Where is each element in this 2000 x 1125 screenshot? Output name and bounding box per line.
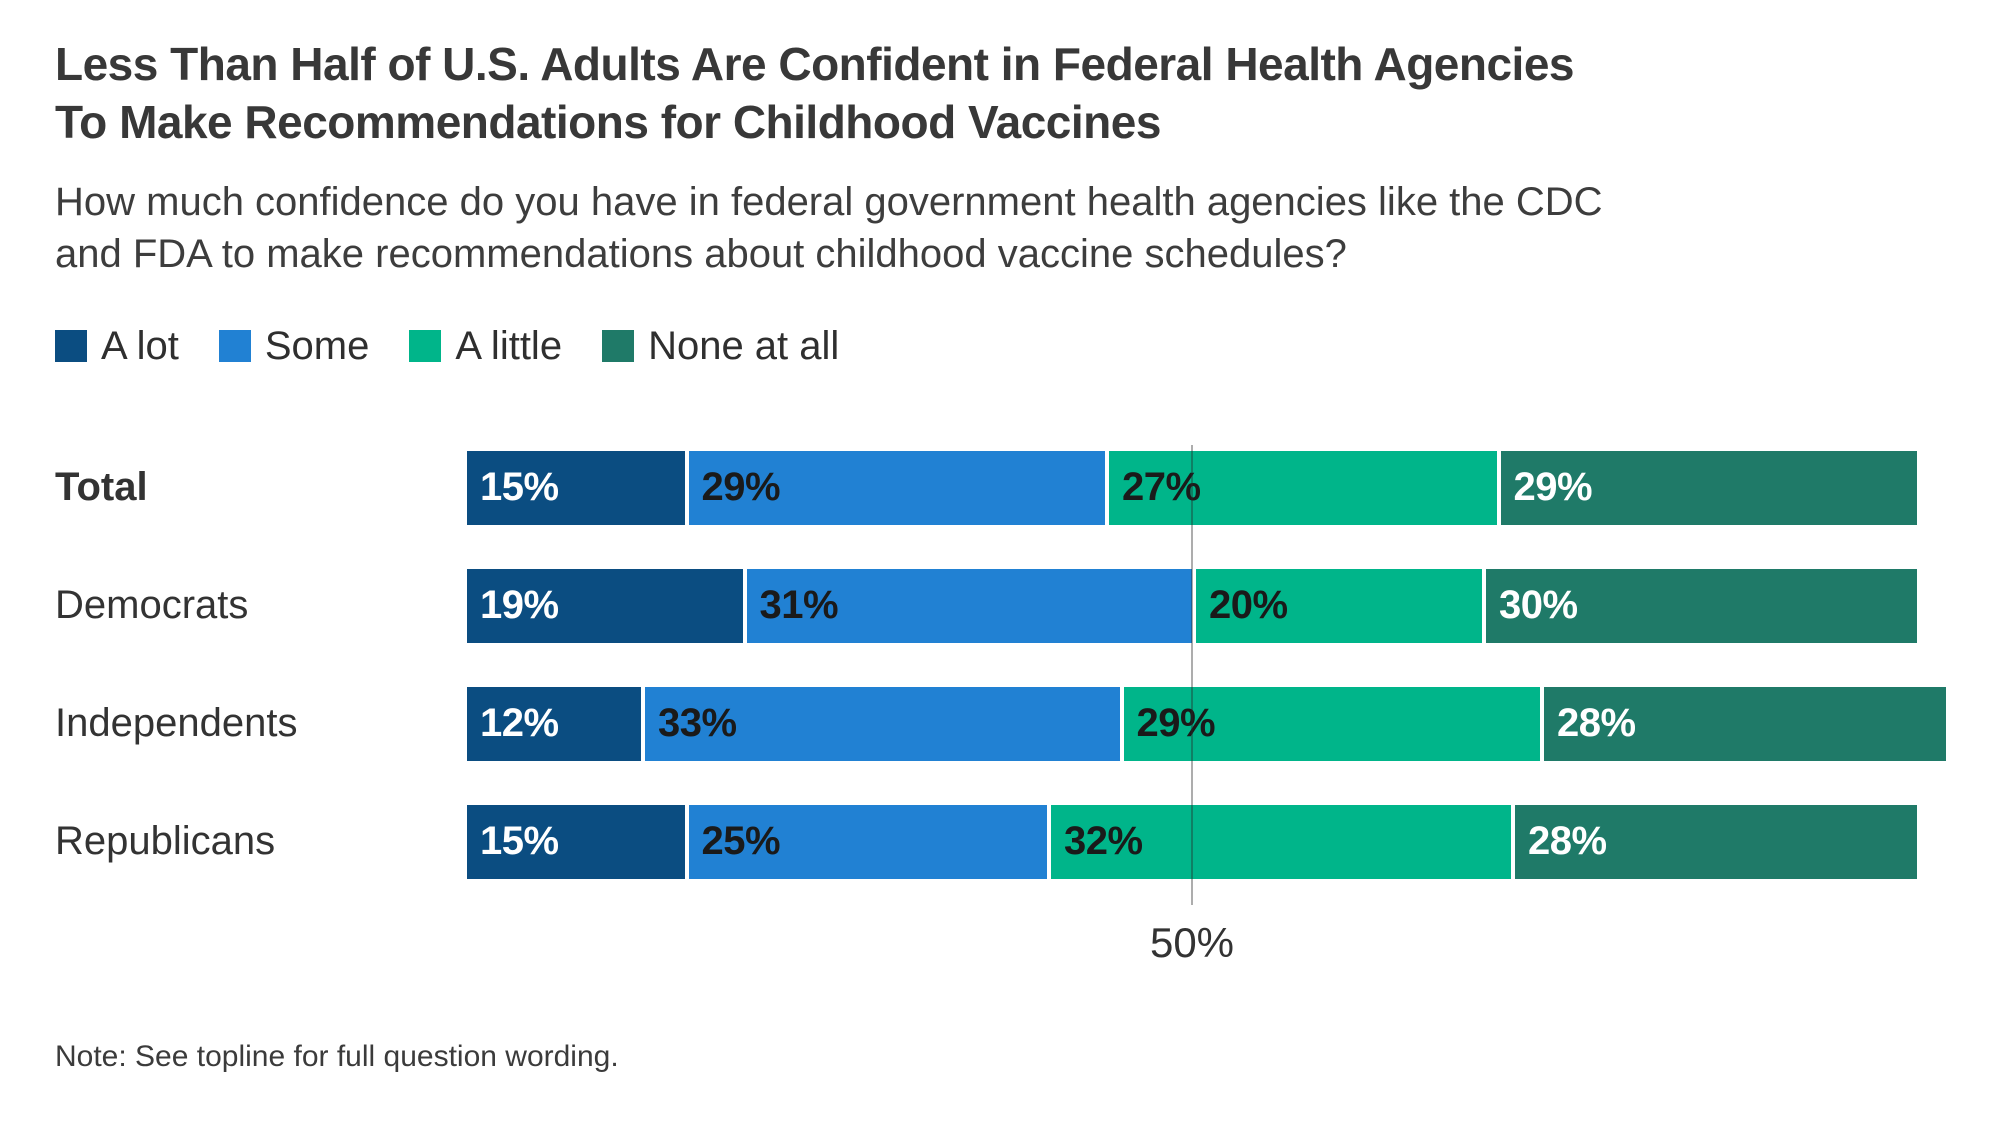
bar-value-label: 28% — [1528, 819, 1607, 864]
legend: A lot Some A little None at all — [55, 324, 1945, 369]
legend-item-a-lot: A lot — [55, 324, 179, 369]
chart-row-democrats: Democrats 19% 31% 20% 30% — [55, 568, 1945, 643]
bar-segment-a-lot: 15% — [467, 804, 685, 879]
legend-label-some: Some — [264, 323, 370, 368]
footnote: Note: See topline for full question word… — [55, 1040, 619, 1073]
legend-label-a-lot: A lot — [101, 323, 179, 368]
legend-label-a-little: A little — [455, 323, 563, 368]
row-bars-democrats: 19% 31% 20% 30% — [467, 568, 1917, 643]
legend-label-none-at-all: None at all — [648, 323, 840, 368]
bar-value-label: 32% — [1064, 819, 1143, 864]
legend-item-some: Some — [218, 323, 370, 369]
bar-value-label: 29% — [1513, 465, 1593, 510]
bar-segment-a-little: 32% — [1047, 804, 1511, 879]
bar-value-label: 29% — [1136, 701, 1216, 746]
chart-row-independents: Independents 12% 33% 29% 28% — [55, 686, 1946, 761]
bar-segment-none-at-all: 29% — [1496, 450, 1917, 525]
bar-value-label: 33% — [658, 701, 737, 746]
bar-segment-none-at-all: 30% — [1482, 568, 1917, 643]
bar-segment-none-at-all: 28% — [1511, 804, 1917, 879]
bar-value-label: 15% — [480, 465, 559, 510]
bar-segment-none-at-all: 28% — [1540, 686, 1946, 761]
row-bars-total: 15% 29% 27% 29% — [467, 450, 1917, 525]
bar-value-label: 27% — [1122, 465, 1201, 510]
stacked-bar-chart: Total 15% 29% 27% 29% Democrats 19% 31% 20% 30% In… — [55, 444, 1946, 981]
chart-title: Less Than Half of U.S. Adults Are Confid… — [55, 38, 1575, 148]
bar-segment-a-lot: 15% — [467, 450, 685, 525]
bar-segment-some: 31% — [742, 568, 1192, 643]
row-bars-independents: 12% 33% 29% 28% — [467, 686, 1946, 761]
bar-segment-a-lot: 12% — [467, 686, 641, 761]
bar-value-label: 25% — [701, 819, 781, 864]
bar-value-label: 12% — [480, 701, 559, 746]
legend-item-a-little: A little — [409, 324, 562, 369]
bar-value-label: 29% — [701, 465, 781, 510]
bar-value-label: 15% — [480, 819, 559, 864]
legend-swatch-none-at-all — [602, 330, 635, 363]
bar-value-label: 30% — [1499, 583, 1578, 628]
legend-swatch-a-little — [409, 330, 442, 363]
bar-segment-a-little: 20% — [1192, 568, 1482, 643]
bar-segment-a-little: 27% — [1105, 450, 1497, 525]
bar-value-label: 31% — [759, 583, 839, 628]
row-label-total: Total — [55, 465, 148, 510]
reference-line-50pct — [1191, 444, 1193, 905]
chart-subtitle: How much confidence do you have in feder… — [55, 179, 1603, 276]
bar-segment-some: 29% — [684, 450, 1105, 525]
bar-segment-a-lot: 19% — [467, 568, 743, 643]
chart-row-republicans: Republicans 15% 25% 32% 28% — [55, 804, 1945, 879]
legend-item-none-at-all: None at all — [602, 324, 839, 369]
bar-segment-a-little: 29% — [1119, 686, 1540, 761]
bar-value-label: 19% — [480, 583, 559, 628]
row-bars-republicans: 15% 25% 32% 28% — [467, 804, 1917, 879]
legend-swatch-some — [218, 330, 251, 363]
row-label-republicans: Republicans — [55, 819, 276, 864]
reference-line-label: 50% — [1149, 918, 1235, 966]
chart-rows: Total 15% 29% 27% 29% Democrats 19% 31% 20% 30% In… — [55, 450, 1946, 879]
row-label-democrats: Democrats — [55, 583, 249, 628]
row-label-independents: Independents — [55, 701, 298, 746]
chart-row-total: Total 15% 29% 27% 29% — [55, 450, 1945, 525]
bar-value-label: 20% — [1209, 583, 1288, 628]
legend-swatch-a-lot — [55, 330, 87, 363]
bar-value-label: 28% — [1557, 701, 1636, 746]
bar-segment-some: 33% — [641, 686, 1120, 761]
bar-segment-some: 25% — [684, 804, 1047, 879]
